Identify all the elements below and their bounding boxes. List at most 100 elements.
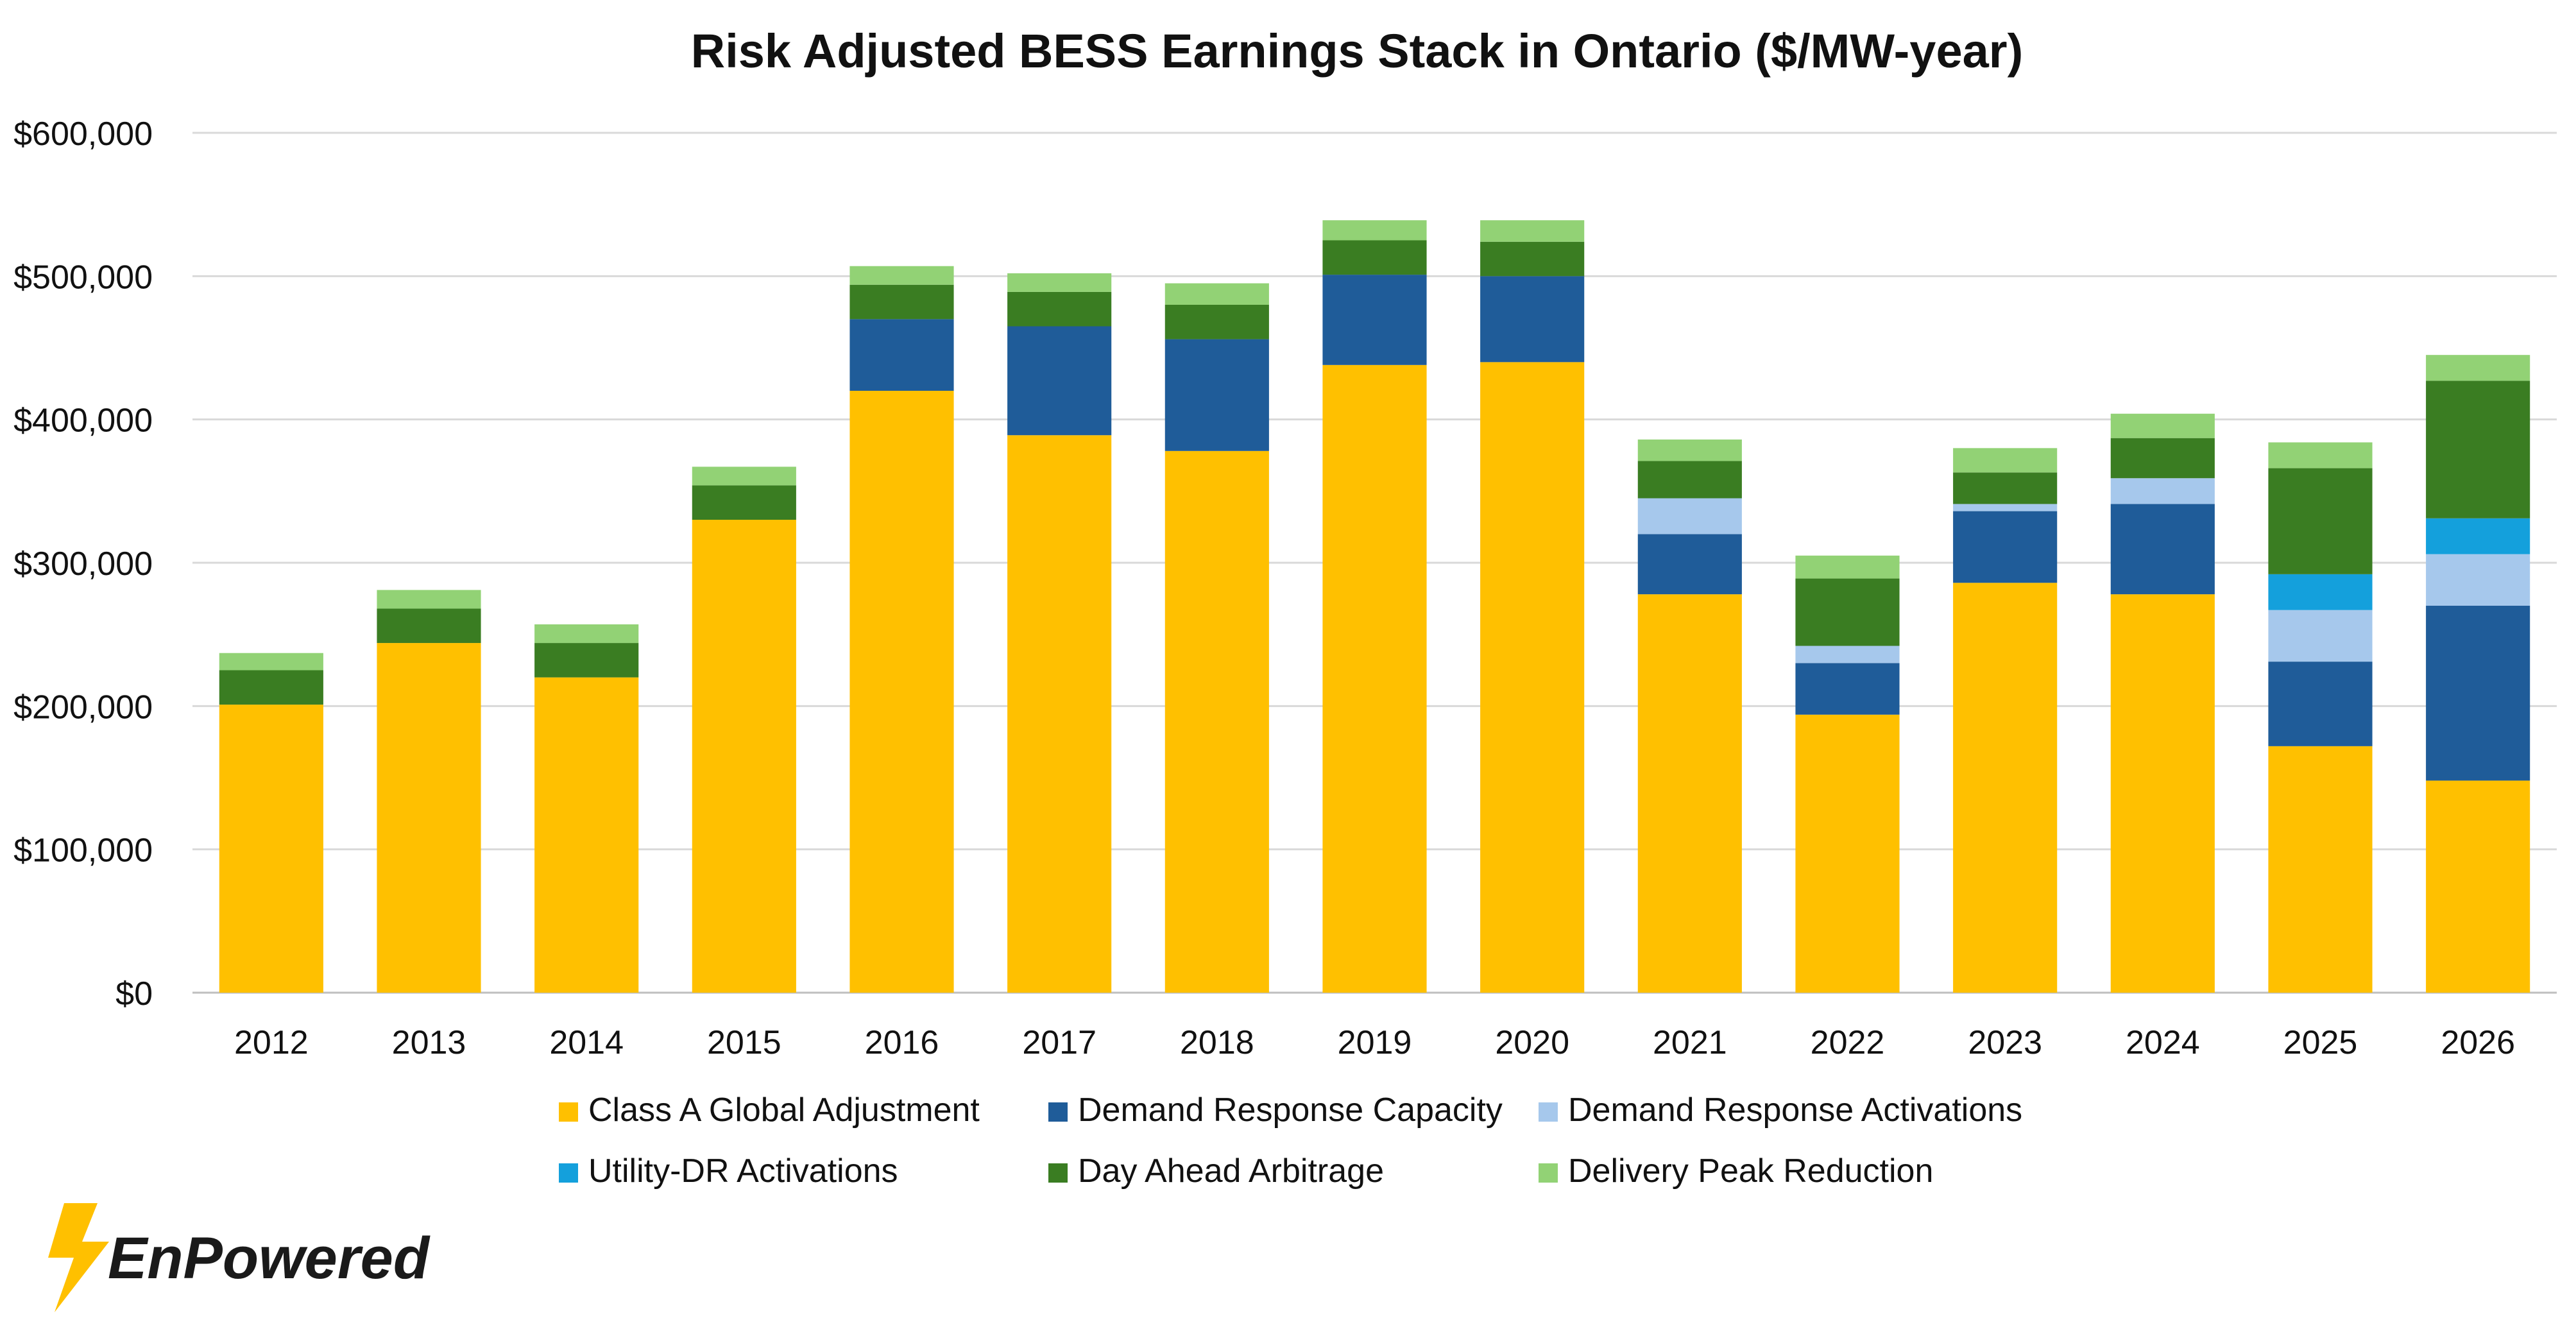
- x-tick-label: 2017: [1022, 1024, 1096, 1061]
- bar-segment: [1637, 461, 1742, 499]
- y-tick-label: $600,000: [13, 116, 153, 153]
- bar-segment: [1480, 220, 1585, 242]
- bar-segment: [1637, 498, 1742, 535]
- legend-swatch: [559, 1102, 578, 1122]
- legend-label: Demand Response Activations: [1568, 1091, 2022, 1129]
- bar-segment: [1164, 339, 1269, 451]
- bar-segment: [849, 319, 954, 391]
- bar-segment: [534, 624, 639, 644]
- axes: $0 $100,000 $200,000 $300,000 $400,000 $500,0…: [13, 116, 2515, 1061]
- bar-segment: [1007, 273, 1112, 292]
- bar-segment: [1322, 364, 1427, 993]
- bar-segment: [1164, 450, 1269, 993]
- legend-label: Demand Response Capacity: [1078, 1091, 1503, 1129]
- x-tick-label: 2026: [2441, 1024, 2515, 1061]
- bar-segment: [2426, 780, 2530, 993]
- y-tick-label: $300,000: [13, 545, 153, 583]
- bar-segment: [219, 705, 323, 993]
- bar-segment: [2268, 468, 2373, 574]
- chart-title: Risk Adjusted BESS Earnings Stack in Ont…: [691, 24, 2023, 78]
- bar-segment: [2268, 746, 2373, 993]
- bar-segment: [534, 643, 639, 678]
- bar-segment: [1007, 291, 1112, 327]
- x-tick-label: 2020: [1495, 1024, 1569, 1061]
- bar-segment: [1637, 439, 1742, 461]
- logo-wordmark: EnPowered: [108, 1226, 431, 1291]
- bar-segment: [1480, 362, 1585, 993]
- bar-segment: [1795, 555, 1900, 579]
- bar-segment: [1953, 504, 2058, 511]
- bar-segment: [1795, 578, 1900, 646]
- bar-segment: [1007, 435, 1112, 993]
- x-tick-label: 2019: [1338, 1024, 1412, 1061]
- bar-segment: [2426, 381, 2530, 518]
- bar-segment: [1953, 448, 2058, 473]
- bar-segment: [849, 391, 954, 993]
- bar-segment: [692, 485, 796, 520]
- legend-swatch: [1539, 1102, 1558, 1122]
- bar-segment: [1480, 241, 1585, 277]
- enpowered-logo: EnPowered: [48, 1203, 431, 1312]
- bar-segment: [2268, 442, 2373, 468]
- legend-label: Class A Global Adjustment: [588, 1091, 980, 1129]
- bar-segment: [1164, 305, 1269, 339]
- bar-segment: [2110, 594, 2215, 993]
- bar-segment: [1007, 326, 1112, 436]
- legend-label: Day Ahead Arbitrage: [1078, 1152, 1384, 1190]
- bar-segment: [849, 284, 954, 320]
- y-tick-label: $200,000: [13, 689, 153, 726]
- y-tick-label: $0: [115, 975, 153, 1013]
- bar-segment: [2110, 478, 2215, 504]
- x-tick-label: 2018: [1180, 1024, 1254, 1061]
- x-tick-label: 2022: [1811, 1024, 1885, 1061]
- bar-segment: [1637, 594, 1742, 993]
- bar-segment: [2268, 574, 2373, 610]
- bar-segment: [1322, 275, 1427, 365]
- bar-segment: [692, 520, 796, 993]
- bar-segment: [219, 653, 323, 671]
- bar-segment: [219, 670, 323, 705]
- bar-segment: [1322, 240, 1427, 275]
- legend-swatch: [1048, 1102, 1068, 1122]
- bar-segment: [692, 466, 796, 486]
- bars: [219, 220, 2530, 993]
- x-tick-label: 2025: [2283, 1024, 2358, 1061]
- x-tick-label: 2012: [234, 1024, 309, 1061]
- bar-segment: [2268, 610, 2373, 662]
- bar-segment: [2426, 554, 2530, 606]
- bar-segment: [1953, 472, 2058, 504]
- bar-segment: [1795, 646, 1900, 663]
- legend-swatch: [559, 1163, 578, 1183]
- x-tick-label: 2016: [865, 1024, 939, 1061]
- bar-segment: [2426, 606, 2530, 781]
- legend-swatch: [1539, 1163, 1558, 1183]
- x-tick-label: 2014: [549, 1024, 624, 1061]
- x-tick-label: 2023: [1968, 1024, 2042, 1061]
- x-tick-label: 2021: [1653, 1024, 1727, 1061]
- bar-segment: [1795, 714, 1900, 993]
- bar-segment: [377, 643, 481, 993]
- y-tick-label: $500,000: [13, 259, 153, 296]
- y-tick-label: $100,000: [13, 832, 153, 869]
- x-tick-label: 2013: [392, 1024, 466, 1061]
- y-tick-label: $400,000: [13, 402, 153, 440]
- bar-segment: [2110, 413, 2215, 438]
- bar-segment: [1637, 534, 1742, 595]
- lightning-bolt-icon: [48, 1203, 109, 1312]
- bar-segment: [1953, 583, 2058, 993]
- bar-segment: [2426, 518, 2530, 554]
- bar-segment: [2110, 438, 2215, 479]
- legend-swatch: [1048, 1163, 1068, 1183]
- bar-segment: [377, 590, 481, 609]
- bar-segment: [1480, 276, 1585, 363]
- legend-label: Utility-DR Activations: [588, 1152, 898, 1190]
- legend: Class A Global Adjustment Demand Response…: [559, 1091, 2022, 1190]
- bar-segment: [2426, 355, 2530, 381]
- bar-segment: [1795, 663, 1900, 715]
- bar-segment: [534, 677, 639, 993]
- x-tick-label: 2015: [707, 1024, 781, 1061]
- bar-segment: [849, 266, 954, 285]
- bar-segment: [1953, 511, 2058, 583]
